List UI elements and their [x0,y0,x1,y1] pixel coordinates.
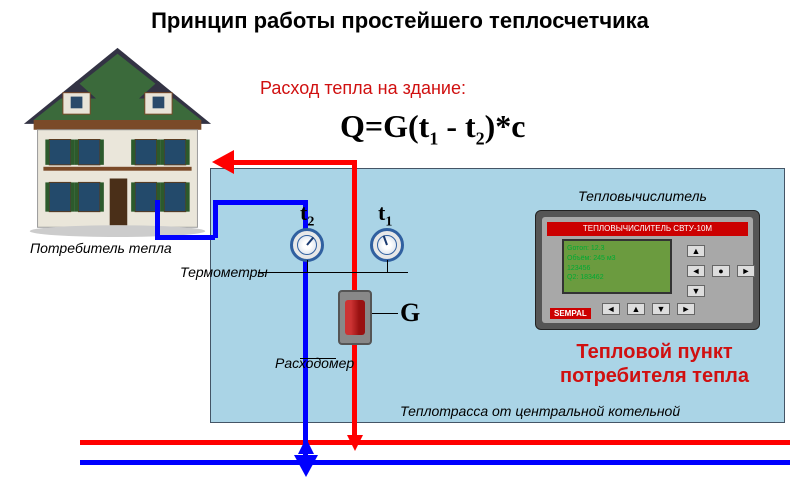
device-btn-ok-icon[interactable]: ● [712,265,730,277]
pipe-return-top [213,200,306,205]
bracket-v2 [387,260,388,272]
device-btn-down-icon[interactable]: ▼ [687,285,705,297]
label-flowmeter: Расходомер [275,355,354,371]
heat-calculator-device: ТЕПЛОВЫЧИСЛИТЕЛЬ СВТУ-10М Gотоп: 12.3Объ… [535,210,760,330]
arrow-return-up-icon [298,438,314,454]
page-title: Принцип работы простейшего теплосчетчика [0,8,800,34]
formula: Q=G(t1 - t2)*c [340,108,526,149]
flowmeter-icon [338,290,372,345]
thermometer-t1-icon [370,228,404,262]
arrow-supply-icon [212,150,234,174]
label-heatmain: Теплотрасса от центральной котельной [400,403,680,419]
g-leader-line [372,313,398,314]
tp-line1: Тепловой пункт [560,340,749,364]
subtitle: Расход тепла на здание: [260,78,466,99]
device-header: ТЕПЛОВЫЧИСЛИТЕЛЬ СВТУ-10М [547,222,748,236]
device-brand: SEMPAL [550,308,591,319]
pipe-return-main [80,460,790,465]
symbol-t1: t1 [378,200,392,230]
thermal-point-label: Тепловой пункт потребителя тепла [560,340,749,388]
device-btn-up-icon[interactable]: ▲ [687,245,705,257]
pipe-supply-top [230,160,355,165]
label-consumer: Потребитель тепла [30,240,172,256]
label-calculator: Тепловычислитель [578,188,707,204]
device-screen: Gотоп: 12.3Объём: 245 м3 123456Q2: 18346… [562,239,672,294]
house-icon [20,42,215,237]
arrow-supply-join-icon [347,435,363,451]
arrow-return-icon [294,455,318,477]
tp-line2: потребителя тепла [560,364,749,388]
device-btn-1[interactable]: ◄ [602,303,620,315]
symbol-t2: t2 [300,200,314,230]
device-btn-right-icon[interactable]: ► [737,265,755,277]
device-btn-2[interactable]: ▲ [627,303,645,315]
pipe-supply-main [80,440,790,445]
device-btn-4[interactable]: ► [677,303,695,315]
symbol-g: G [400,298,420,328]
pipe-return-fromhouse-v2 [213,200,218,238]
pipe-return-fromhouse-v [155,200,160,235]
label-thermometers: Термометры [180,264,268,280]
bracket-h [288,272,408,273]
thermometer-t2-icon [290,228,324,262]
bracket-v1 [307,260,308,272]
device-btn-left-icon[interactable]: ◄ [687,265,705,277]
device-btn-3[interactable]: ▼ [652,303,670,315]
